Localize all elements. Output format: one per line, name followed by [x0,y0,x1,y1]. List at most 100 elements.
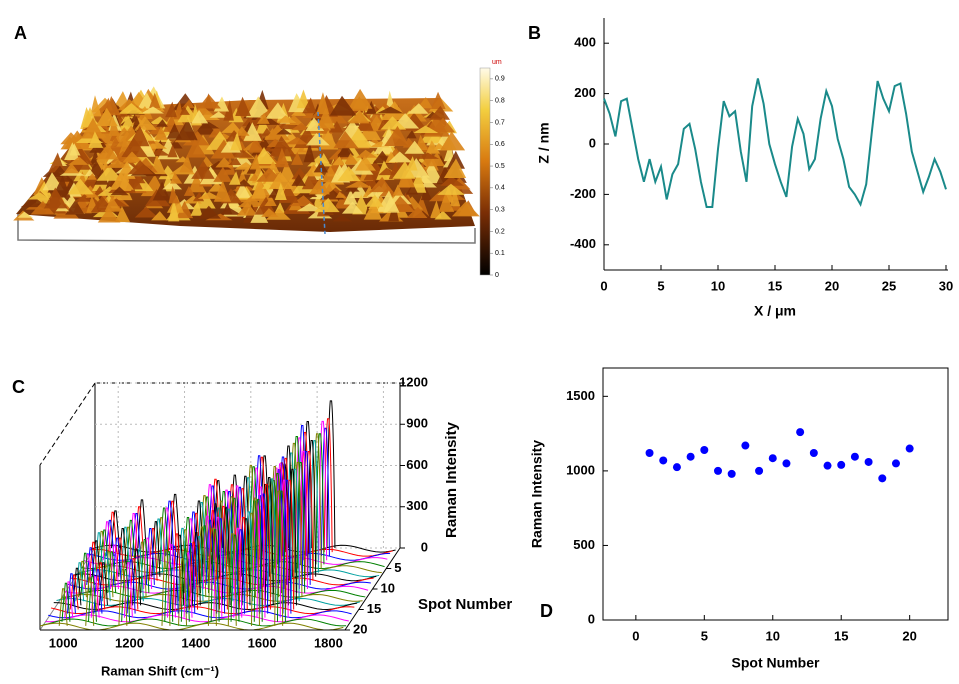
colorbar-tick-label: 0.8 [495,98,505,105]
surface-bump [213,166,232,182]
surface-bump [220,121,243,133]
surface-bump [119,115,138,132]
surface-bump [86,173,97,180]
spectrum-peak [224,508,234,602]
surface-bump [235,126,250,136]
surface-bump [27,192,50,200]
surface-bump [284,136,308,145]
surface-bump [378,167,397,176]
surface-bump [369,176,394,193]
surface-bump [347,110,370,124]
spectrum-peak [289,442,299,569]
surface-bump [363,200,382,220]
surface-bump [416,97,433,109]
surface-bump [165,101,177,118]
colorbar-tick-label: 0.5 [495,163,505,170]
surface-bump [63,130,92,150]
surface-bump [329,95,357,116]
plot-frame [602,367,949,621]
colorbar-tick-label: 0.3 [495,206,505,213]
surface-bump [175,119,198,141]
spectrum-peak [118,569,128,626]
surface-bump [355,155,376,171]
surface-bump [291,167,309,180]
surface-bump [222,202,233,215]
y-tick-label: 1000 [566,462,595,477]
point [796,428,805,437]
surface-bump [334,193,355,209]
surface-bump [296,89,310,109]
surface-bump [68,156,89,165]
surface-bump [149,92,161,109]
surface-bump [332,156,345,166]
y-tick-label: 20 [353,621,367,636]
x-tick-label: 1800 [314,635,343,650]
surface-bump [307,155,334,167]
point [672,463,681,472]
surface-bump [303,142,315,163]
x-tick-label: 1400 [181,635,210,650]
surface-bump [156,119,168,127]
box-edge [39,382,96,466]
surface-bump [188,173,207,193]
surface-bump [162,179,183,190]
surface-bump [181,99,195,109]
surface-bump [97,208,121,223]
surface-bump [228,157,242,165]
point [905,444,914,453]
surface-bump [63,163,80,174]
surface-bump [176,200,194,219]
surface-bump [276,115,297,123]
surface-bump [89,95,102,117]
surface-bump [443,158,467,178]
z-tick-label: 0 [421,539,428,554]
y-axis-label: Spot Number [418,596,512,613]
surface-bump [425,140,441,154]
surface-bump [248,173,260,181]
x-axis-label: Raman Shift (cm⁻¹) [101,663,219,678]
spectrum-peak [300,431,310,553]
surface-bump [65,199,85,215]
spectrum-peak [121,569,131,622]
spectrum-peak [262,483,271,610]
spectrum-peak [207,527,217,626]
surface-bump [109,172,134,190]
spectrum-peak [161,549,171,626]
surface-bump [249,153,261,170]
surface-bump [190,201,203,216]
surface-bump [420,186,433,201]
surface-bump [210,139,236,159]
surface-bump [134,206,159,218]
surface-bump [127,160,154,175]
x-tick-label: 25 [882,278,896,293]
spectrum-peak [285,479,295,610]
surface-bump [451,201,480,217]
surface-bump [234,182,251,198]
spectrum-peak [276,490,286,622]
colorbar-tick-label: 0.1 [495,250,505,257]
surface-bump [404,140,425,154]
surface-bump [341,201,364,214]
panel-label: C [12,377,25,397]
surface-bump [438,192,455,212]
surface-bump [88,131,104,148]
spectrum-peak [323,418,333,553]
surface-bump [316,107,335,129]
y-tick-label: 500 [573,537,595,552]
spectrum-peak [178,558,188,626]
surface-bump [265,208,291,220]
point [741,441,750,450]
surface-bump [364,194,384,207]
z-tick-label: 600 [406,457,428,472]
surface-bump [328,120,344,133]
surface-bump [166,195,184,213]
surface-bump [290,122,311,131]
surface-bump [261,208,279,217]
x-tick-label: 1200 [115,635,144,650]
y-tick-label: 1500 [566,388,595,403]
point [823,461,832,470]
surface-bump [122,151,143,163]
surface-bump [151,211,168,221]
colorbar-tick-label: 0.4 [495,185,505,192]
surface-bump [118,102,145,114]
